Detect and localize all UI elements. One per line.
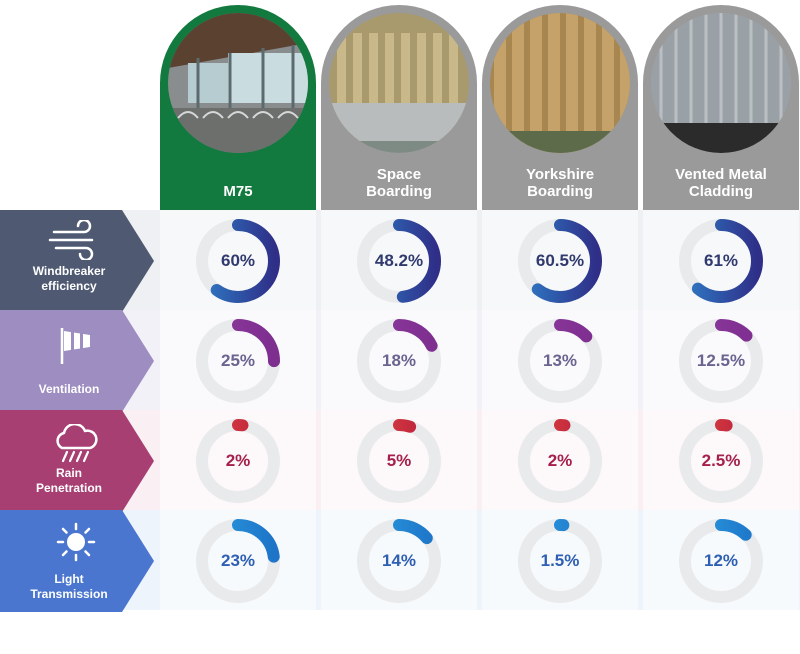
column-header-vented-metal-cladding: Vented Metal Cladding [643,5,799,210]
gauge-light-transmission-space-boarding: 14% [349,511,449,611]
gauge-value-label: 60% [220,251,256,270]
column-body-vented-metal-cladding [643,210,799,612]
row-label-text: Rain Penetration [35,466,102,495]
gauge-windbreaker-efficiency-space-boarding: 48.2% [349,211,449,311]
gauge-arc [357,319,441,403]
gauge-value-label: 12% [703,551,739,570]
gauge-arc [357,219,441,303]
column-body-yorkshire-boarding [482,210,638,612]
row-label-ventilation: Ventilation [0,310,158,412]
gauge-ventilation-yorkshire-boarding: 13% [510,311,610,411]
gauge-arc [518,219,602,303]
gauge-value-label: 60.5% [535,251,585,270]
row-label-text: Windbreaker efficiency [32,264,106,293]
column-label-space-boarding: Space Boarding [366,166,432,200]
gauge-value-label: 23% [220,551,256,570]
gauge-ventilation-vented-metal-cladding: 12.5% [671,311,771,411]
gauge-light-transmission-m75: 23% [188,511,288,611]
gauge-arc [679,219,763,303]
gauge-value-label: 12.5% [696,351,746,370]
row-label-text: Light Transmission [30,572,108,601]
gauge-value-label: 1.5% [540,551,580,570]
gauge-light-transmission-vented-metal-cladding: 12% [671,511,771,611]
gauge-arc [679,519,763,603]
gauge-windbreaker-efficiency-vented-metal-cladding: 61% [671,211,771,311]
column-header-m75: M75 [160,5,316,210]
gauge-arc [196,519,280,603]
yorkshire-boarding-photo [490,13,630,153]
gauge-arc [357,519,441,603]
wind-icon [48,220,94,260]
gauge-value-label: 13% [542,351,578,370]
column-label-m75: M75 [223,183,253,200]
rain-cloud-icon [56,424,98,463]
gauge-value-label: 5% [386,451,412,470]
row-label-rain-penetration: Rain Penetration [0,410,158,512]
row-label-light-transmission: Light Transmission [0,510,158,612]
gauge-windbreaker-efficiency-m75: 60% [188,211,288,311]
gauge-arc [679,319,763,403]
barn-interior-photo [168,13,308,153]
gauge-value-label: 14% [381,551,417,570]
gauge-value-label: 61% [703,251,739,270]
gauge-rain-penetration-m75: 2% [188,411,288,511]
row-label-windbreaker-efficiency: Windbreaker efficiency [0,210,158,312]
column-body-space-boarding [321,210,477,612]
gauge-arc [196,319,280,403]
gauge-arc [518,419,602,503]
column-header-yorkshire-boarding: Yorkshire Boarding [482,5,638,210]
gauge-windbreaker-efficiency-yorkshire-boarding: 60.5% [510,211,610,311]
gauge-value-label: 2% [225,451,251,470]
gauge-arc [196,419,280,503]
gauge-rain-penetration-vented-metal-cladding: 2.5% [671,411,771,511]
gauge-value-label: 25% [220,351,256,370]
gauge-arc [679,419,763,503]
windsock-icon [60,328,90,364]
gauge-rain-penetration-space-boarding: 5% [349,411,449,511]
gauge-value-label: 18% [381,351,417,370]
gauge-rain-penetration-yorkshire-boarding: 2% [510,411,610,511]
gauge-value-label: 48.2% [374,251,424,270]
gauge-value-label: 2.5% [701,451,741,470]
metal-cladding-photo [651,13,791,153]
gauge-ventilation-m75: 25% [188,311,288,411]
column-body-m75 [160,210,316,612]
gauge-arc [518,519,602,603]
space-boarding-photo [329,13,469,153]
gauge-arc [196,219,280,303]
gauge-value-label: 2% [547,451,573,470]
column-header-space-boarding: Space Boarding [321,5,477,210]
gauge-arc [518,319,602,403]
gauge-light-transmission-yorkshire-boarding: 1.5% [510,511,610,611]
column-label-vented-metal-cladding: Vented Metal Cladding [675,166,767,200]
column-label-yorkshire-boarding: Yorkshire Boarding [525,166,595,200]
sun-icon [56,522,96,562]
gauge-arc [357,419,441,503]
row-label-text: Ventilation [38,382,100,396]
gauge-ventilation-space-boarding: 18% [349,311,449,411]
